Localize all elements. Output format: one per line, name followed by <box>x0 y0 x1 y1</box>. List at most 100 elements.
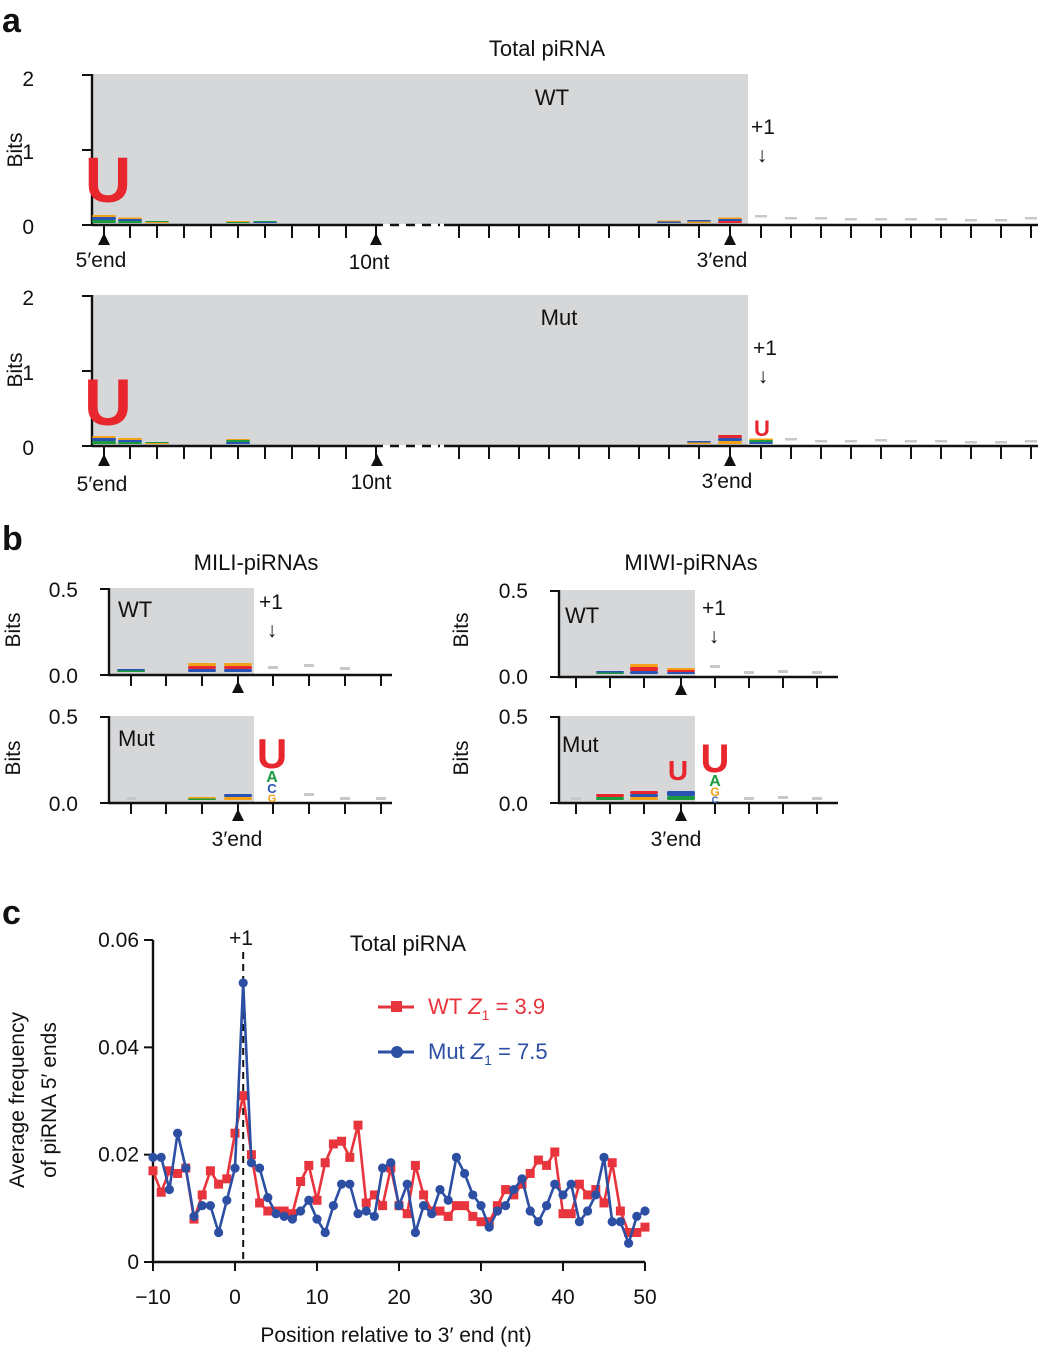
series-wt-point-42 <box>492 1201 502 1211</box>
panel-b-miwi-mut-end-letter-u: U <box>668 755 688 786</box>
panel-b-mili-wt-label: WT <box>118 597 152 622</box>
legend-wt-name: WT <box>428 994 462 1019</box>
panel-a-mut-arrow: ↓ <box>758 365 769 388</box>
panel-c-legend: WT Z1 = 3.9 Mut Z1 = 7.5 <box>378 994 548 1068</box>
panel-b-mili-mut-xlabel-3end: 3′end <box>212 828 263 851</box>
panel-a-mut-dash-5 <box>935 440 947 443</box>
series-wt-point-8 <box>214 1179 224 1189</box>
panel-a-mut-dash-7 <box>995 441 1007 444</box>
panel-b-mili-mut-dash-2 <box>340 797 350 800</box>
panel-a-mut-dash-3 <box>875 439 887 442</box>
panel-a-wt-label: WT <box>535 85 569 110</box>
panel-a-wt-marker-10nt <box>370 233 382 245</box>
series-mut-point-58 <box>624 1238 634 1248</box>
series-mut-point-20 <box>312 1214 322 1224</box>
panel-b-miwi-wt-arrow: ↓ <box>709 625 720 648</box>
panel-b-miwi-mut-dash-1 <box>744 797 754 800</box>
panel-b-miwi-wt-logo: WT 0.5 0.0 Bits +1 ↓ <box>450 580 838 695</box>
panel-b-miwi-mut-stack-0-band-1 <box>596 794 624 797</box>
panel-b-miwi-mut-plus-one-letter-u: U <box>701 737 730 781</box>
panel-b-mili-wt-dash-2 <box>340 667 350 670</box>
panel-b-mili-mut-letter-stacks <box>126 793 386 800</box>
series-wt-point-26 <box>361 1198 371 1208</box>
panel-b-miwi-mut-stack-1-band-1 <box>630 794 658 797</box>
panel-a-wt-xlabel-3end: 3′end <box>697 249 748 272</box>
panel-b-mili-mut-stack-0-band-1 <box>188 797 216 799</box>
series-mut-point-14 <box>263 1193 273 1203</box>
panel-b-miwi-wt-label: WT <box>565 603 599 628</box>
series-wt-point-45 <box>517 1179 527 1189</box>
series-wt-point-58 <box>624 1227 634 1237</box>
series-mut-point-46 <box>525 1206 535 1216</box>
series-wt-point-50 <box>558 1209 568 1219</box>
series-mut-point-59 <box>632 1211 642 1221</box>
panel-a-mut-marker-5end <box>98 454 110 466</box>
panel-b-miwi-mut-logo: Mut 0.5 0.0 Bits U U A G C 3′end <box>450 706 838 851</box>
panel-a-wt-dash-5 <box>905 218 917 221</box>
series-wt-point-33 <box>419 1190 429 1200</box>
panel-c-plus-one: +1 <box>229 927 253 950</box>
panel-a-wt-logo: WT 2 1 0 Bits U 5′end 10nt 3′end +1 ↓ <box>4 68 1038 274</box>
panel-b-miwi-mut-stack-1-band-2 <box>630 791 658 794</box>
panel-b-mili-mut-ylabel: Bits <box>2 740 25 775</box>
series-mut-point-15 <box>271 1209 281 1219</box>
panel-b-mili-wt-stack-2-band-0 <box>224 669 252 672</box>
panel-a-wt-ytick-1: 1 <box>22 141 34 164</box>
series-wt-point-35 <box>435 1206 445 1216</box>
series-mut-point-27 <box>369 1211 379 1221</box>
panel-c-ylabel-line2: of piRNA 5′ ends <box>38 1022 61 1178</box>
panel-b-mili-mut-x-ticks <box>130 803 382 814</box>
series-mut-point-48 <box>542 1201 552 1211</box>
panel-b-mili-wt-stack-2-band-2 <box>224 663 252 666</box>
panel-b-miwi-mut-stack-2-band-0 <box>667 796 695 800</box>
panel-a-mut-xlabel-10nt: 10nt <box>351 471 392 494</box>
series-mut-point-49 <box>550 1179 560 1189</box>
panel-a-mut-stack-5-band-2 <box>718 435 742 438</box>
panel-b-mili-wt-ytick-05: 0.5 <box>49 579 78 602</box>
series-mut-point-36 <box>443 1195 453 1205</box>
panel-b-miwi-mut-shade <box>559 716 695 802</box>
series-mut-point-6 <box>197 1201 207 1211</box>
panel-a-mut-dash-4 <box>905 440 917 443</box>
panel-b-mili-mut-dash-0 <box>126 797 136 800</box>
panel-b-mili-mut-plus-one-letter-c: C <box>267 781 277 796</box>
legend-wt-value: = 3.9 <box>489 994 545 1019</box>
panel-a-title: Total piRNA <box>489 36 605 61</box>
panel-b-miwi-mut-ytick-05: 0.5 <box>499 706 528 729</box>
series-wt-point-59 <box>632 1227 642 1237</box>
series-wt-point-53 <box>583 1190 593 1200</box>
series-mut-point-7 <box>205 1201 215 1211</box>
series-mut-point-29 <box>386 1158 396 1168</box>
panel-a-wt-stack-5-band-0 <box>687 221 711 223</box>
panel-a-wt-stack-0-band-1 <box>118 219 142 221</box>
panel-a-mut-stack-0-band-1 <box>92 438 116 441</box>
panel-b-miwi-mut-dash-3 <box>812 797 822 800</box>
panel-a-mut-stack-5-band-0 <box>718 441 742 444</box>
panel-a-wt-stack-3-band-0 <box>253 222 277 223</box>
panel-b-mili-mut-stack-1-band-1 <box>224 794 252 797</box>
panel-a-mut-stack-2-band-1 <box>145 442 169 443</box>
panel-b-mili-mut-marker-3end <box>232 809 244 821</box>
panel-a-wt-letter-stacks <box>92 215 1037 223</box>
series-wt-point-18 <box>296 1177 306 1186</box>
series-wt-point-43 <box>501 1185 511 1195</box>
legend-wt-z: Z <box>467 994 483 1019</box>
panel-b-mili-wt-stack-0-band-1 <box>117 669 145 671</box>
series-wt-point-52 <box>574 1179 584 1189</box>
panel-b-miwi-wt-stack-0-band-0 <box>596 672 624 674</box>
series-mut-point-9 <box>222 1195 232 1205</box>
legend-mut-z-sub: 1 <box>484 1052 492 1068</box>
series-mut-point-11 <box>238 978 248 988</box>
series-wt-point-60 <box>640 1222 650 1232</box>
panel-a-mut-xlabel-3end: 3′end <box>702 470 753 493</box>
series-wt-point-37 <box>451 1201 461 1211</box>
series-wt-point-23 <box>337 1136 347 1146</box>
panel-a-wt-stack-1-band-1 <box>145 221 169 222</box>
panel-b-miwi-mut-marker-3end <box>675 809 687 821</box>
panel-b-mili-mut-plus-one-letter-a: A <box>266 769 278 786</box>
panel-b-miwi-mut-plus-one-letter-c: C <box>712 795 719 805</box>
panel-a-mut-dash-1 <box>815 440 827 443</box>
series-wt-point-49 <box>550 1147 560 1157</box>
panel-b-mili-wt-dash-0 <box>268 666 278 669</box>
series-mut-point-0 <box>148 1152 158 1162</box>
